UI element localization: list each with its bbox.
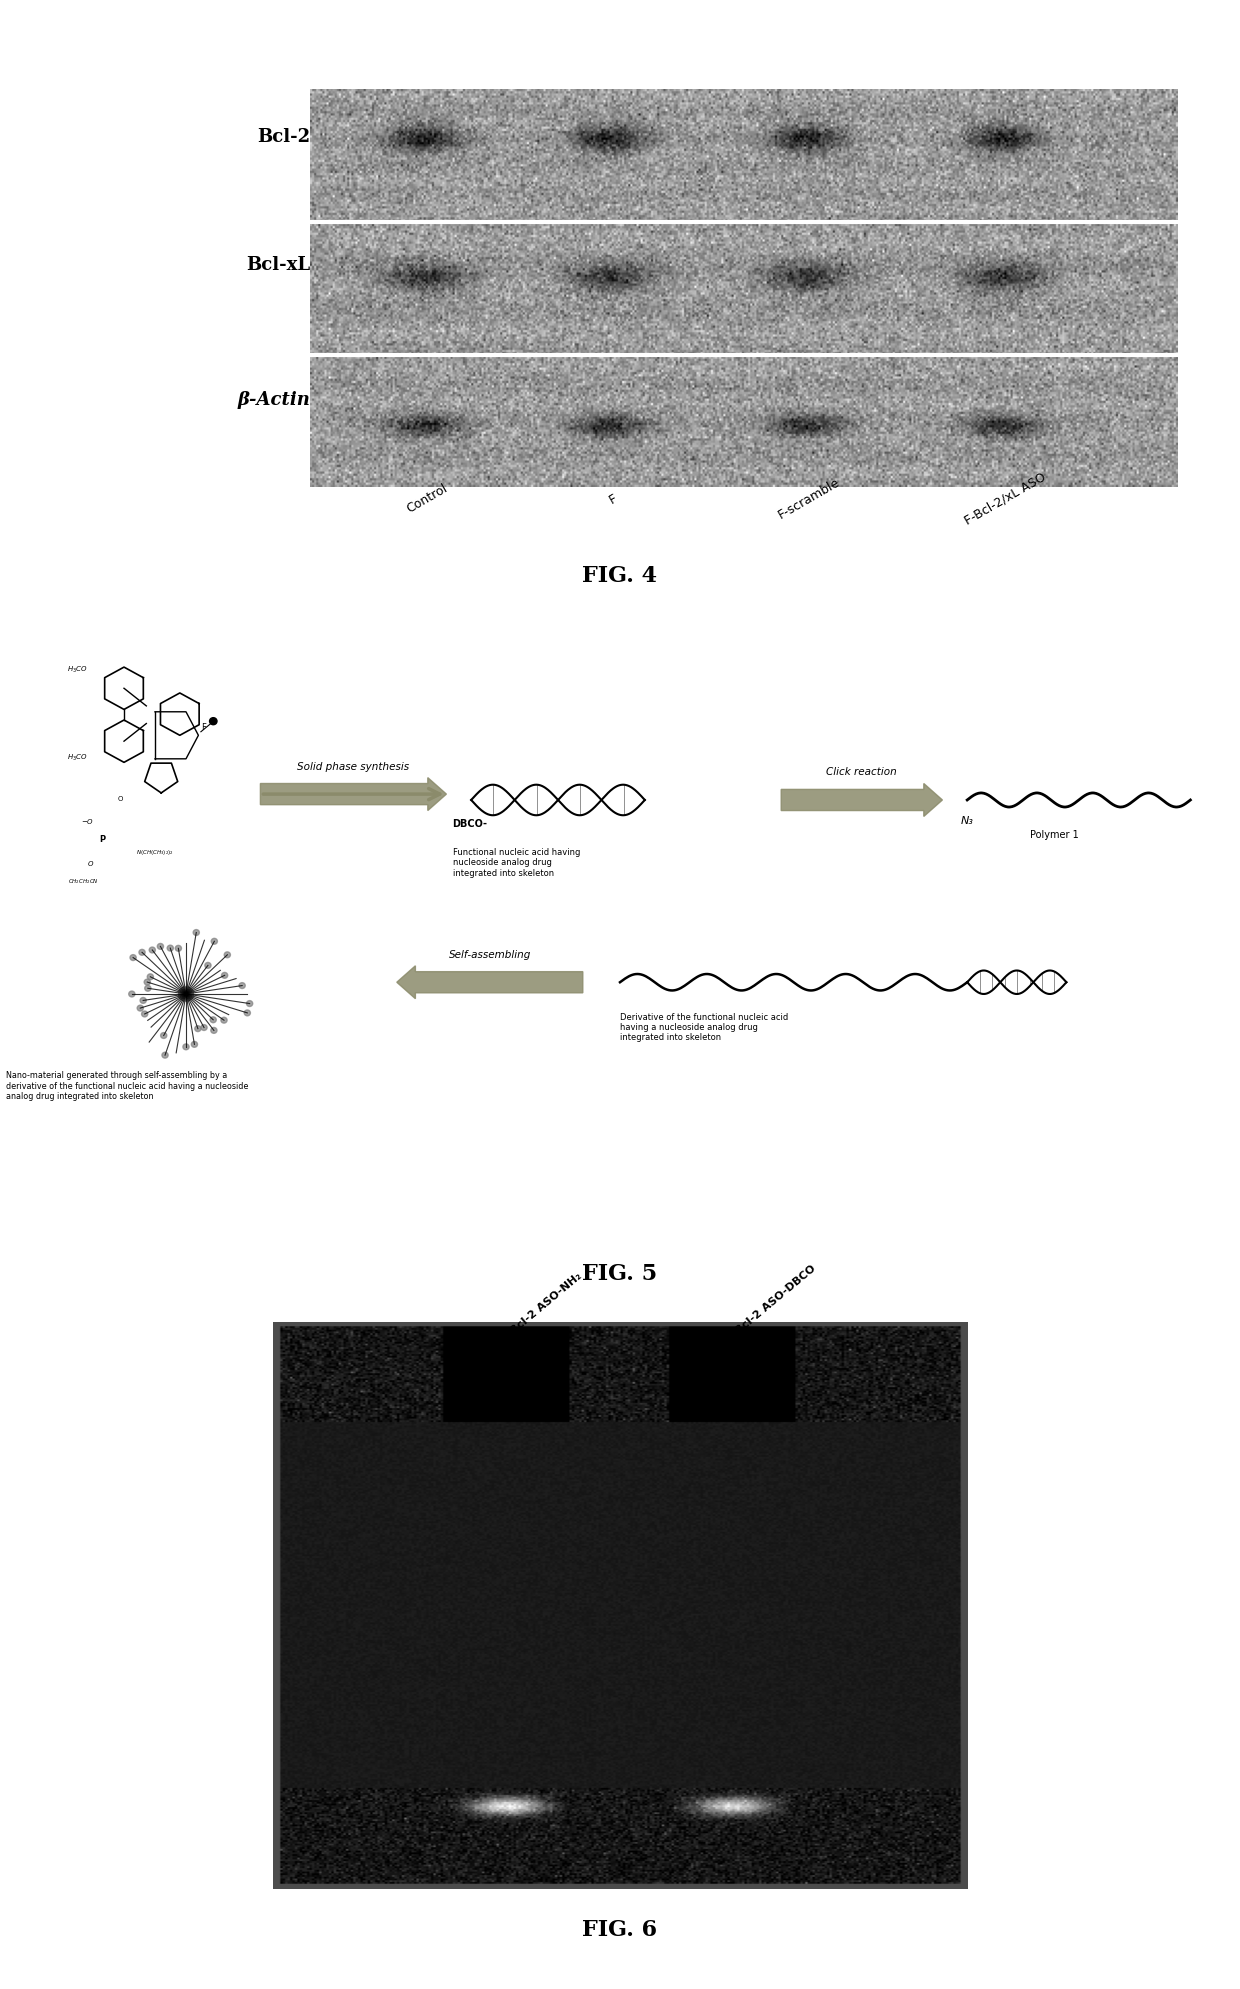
Text: F-Bcl-2/xL ASO: F-Bcl-2/xL ASO — [962, 469, 1049, 527]
Circle shape — [210, 1016, 216, 1022]
FancyArrow shape — [260, 778, 446, 812]
Circle shape — [184, 1044, 188, 1050]
Text: $N(CH(CH_3)_2)_2$: $N(CH(CH_3)_2)_2$ — [136, 847, 175, 857]
Circle shape — [191, 1042, 197, 1048]
Circle shape — [148, 975, 154, 981]
Circle shape — [210, 718, 217, 726]
Circle shape — [140, 998, 146, 1004]
Text: N₃: N₃ — [961, 815, 973, 825]
Circle shape — [247, 1000, 253, 1006]
Circle shape — [149, 947, 155, 953]
Circle shape — [138, 1006, 144, 1012]
Circle shape — [239, 983, 246, 989]
Text: O: O — [118, 796, 123, 802]
Text: $H_3CO$: $H_3CO$ — [67, 752, 87, 762]
Text: Polymer 1: Polymer 1 — [1029, 829, 1079, 839]
FancyArrow shape — [781, 784, 942, 817]
Circle shape — [161, 1032, 167, 1038]
Text: FIG. 4: FIG. 4 — [583, 565, 657, 587]
Text: Control: Control — [404, 481, 450, 515]
Text: β-Actin: β-Actin — [237, 390, 310, 410]
Circle shape — [193, 931, 200, 937]
Text: FIG. 5: FIG. 5 — [583, 1261, 657, 1285]
Circle shape — [211, 939, 217, 945]
Text: Bcl-2: Bcl-2 — [257, 127, 310, 147]
Text: F: F — [201, 724, 206, 732]
Text: DBCO-: DBCO- — [453, 817, 487, 827]
Circle shape — [141, 1012, 148, 1018]
Text: P: P — [99, 835, 105, 843]
Circle shape — [129, 993, 135, 996]
Text: Bcl-xL: Bcl-xL — [246, 255, 310, 274]
Text: Solid phase synthesis: Solid phase synthesis — [298, 762, 409, 772]
Circle shape — [162, 1052, 169, 1058]
Text: FIG. 6: FIG. 6 — [583, 1917, 657, 1941]
Circle shape — [244, 1010, 250, 1016]
Circle shape — [221, 1018, 227, 1024]
Text: F: F — [606, 491, 619, 507]
Circle shape — [130, 955, 136, 961]
Circle shape — [144, 981, 150, 985]
Text: F-scramble: F-scramble — [776, 475, 842, 521]
Text: Nano-material generated through self-assembling by a
derivative of the functiona: Nano-material generated through self-ass… — [6, 1070, 248, 1100]
Text: Self-assembling: Self-assembling — [449, 949, 531, 959]
Circle shape — [201, 1024, 207, 1030]
Circle shape — [139, 951, 145, 957]
Circle shape — [157, 945, 164, 951]
Circle shape — [222, 973, 228, 979]
Circle shape — [195, 1026, 201, 1032]
Text: F-Bcl-2 ASO-DBCO: F-Bcl-2 ASO-DBCO — [725, 1263, 818, 1343]
Circle shape — [224, 953, 231, 959]
Text: $CH_2CH_2CN$: $CH_2CH_2CN$ — [68, 877, 99, 885]
Text: F-Bcl-2 ASO-NH₂: F-Bcl-2 ASO-NH₂ — [500, 1271, 583, 1343]
Text: Derivative of the functional nucleic acid
having a nucleoside analog drug
integr: Derivative of the functional nucleic aci… — [620, 1012, 789, 1042]
Circle shape — [179, 987, 193, 1002]
Text: $H_3CO$: $H_3CO$ — [67, 664, 87, 674]
Text: $-O$: $-O$ — [81, 817, 94, 825]
FancyArrow shape — [397, 967, 583, 998]
Circle shape — [167, 945, 174, 951]
Circle shape — [175, 947, 181, 953]
Circle shape — [145, 987, 151, 993]
Text: Functional nucleic acid having
nucleoside analog drug
integrated into skeleton: Functional nucleic acid having nucleosid… — [453, 847, 580, 877]
Circle shape — [205, 963, 211, 969]
Circle shape — [211, 1028, 217, 1034]
Text: Click reaction: Click reaction — [826, 768, 898, 778]
Text: $O$: $O$ — [87, 857, 94, 867]
